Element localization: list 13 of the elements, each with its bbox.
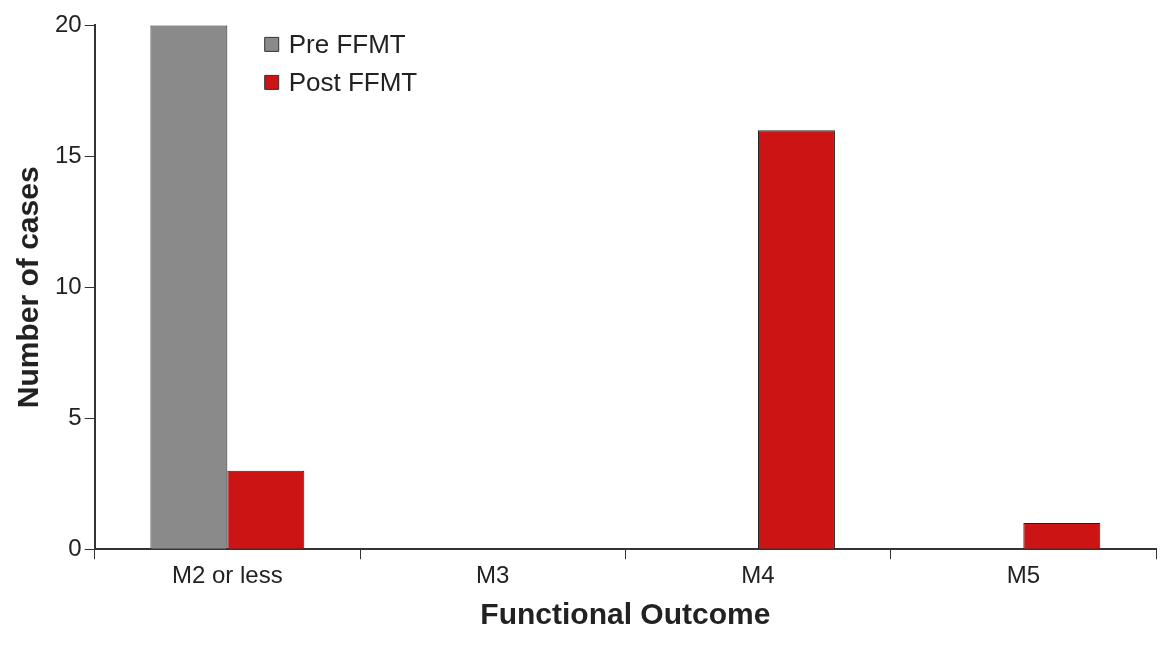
legend-label: Pre FFMT: [288, 28, 406, 59]
y-axis-title: Number of cases: [11, 166, 45, 409]
x-axis-title: Functional Outcome: [480, 597, 771, 631]
y-tick-label: 20: [54, 10, 82, 38]
y-tick-label: 15: [54, 140, 82, 168]
x-tick-label: M4: [741, 561, 775, 589]
legend-label: Post FFMT: [288, 66, 418, 97]
y-tick-label: 0: [68, 533, 82, 561]
x-tick-label: M2 or less: [172, 561, 283, 589]
y-tick-label: 10: [54, 271, 82, 299]
x-tick-label: M5: [1006, 561, 1041, 589]
x-tick-label: M3: [476, 561, 510, 589]
y-tick-label: 5: [68, 402, 82, 430]
